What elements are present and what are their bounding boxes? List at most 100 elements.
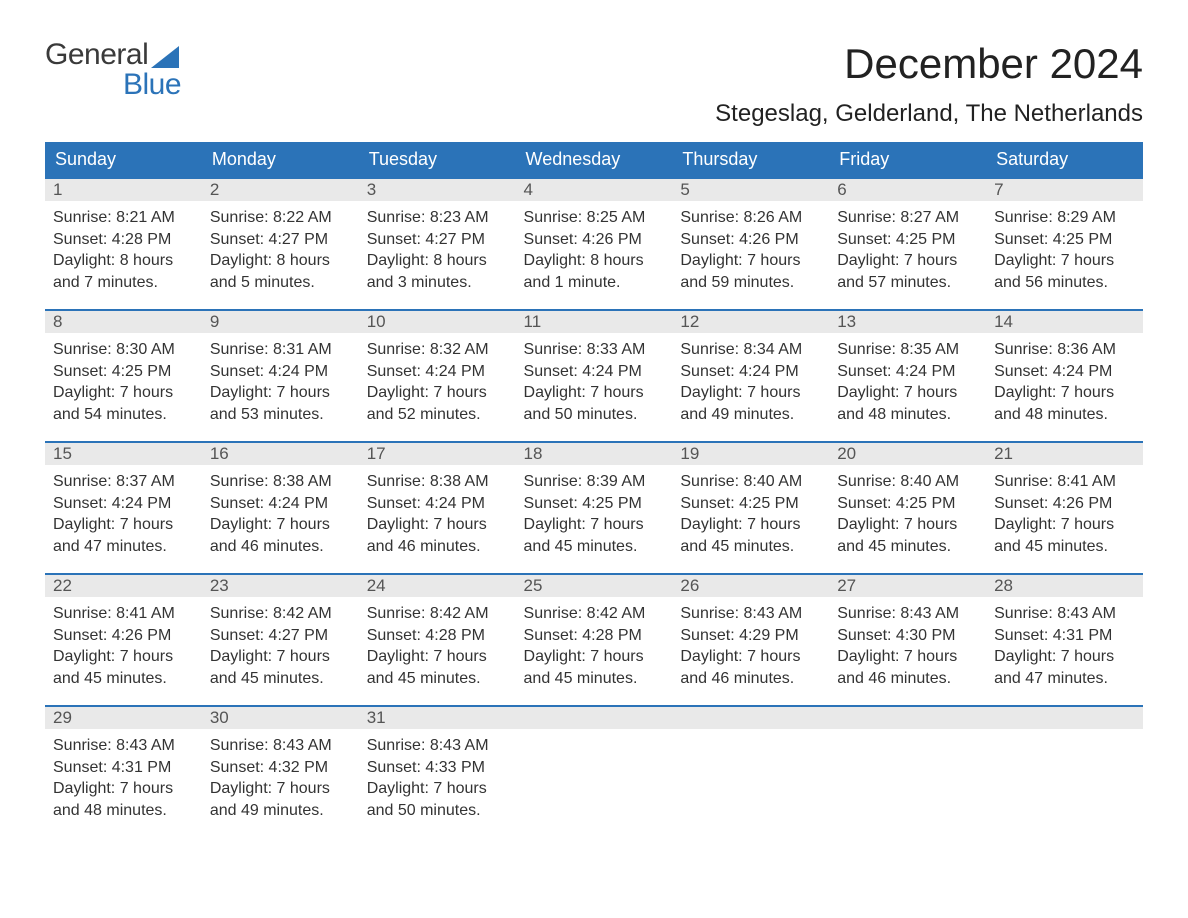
daylight-line-1: Daylight: 7 hours xyxy=(680,646,821,668)
daylight-line-1: Daylight: 7 hours xyxy=(837,250,978,272)
day-data: Sunrise: 8:37 AMSunset: 4:24 PMDaylight:… xyxy=(45,465,202,557)
daylight-line-1: Daylight: 7 hours xyxy=(680,250,821,272)
calendar-day-cell: 14Sunrise: 8:36 AMSunset: 4:24 PMDayligh… xyxy=(986,310,1143,442)
day-data: Sunrise: 8:33 AMSunset: 4:24 PMDaylight:… xyxy=(516,333,673,425)
daylight-line-2: and 48 minutes. xyxy=(837,404,978,426)
sunrise-line: Sunrise: 8:32 AM xyxy=(367,339,508,361)
sunset-line: Sunset: 4:25 PM xyxy=(994,229,1135,251)
calendar-day-cell: 5Sunrise: 8:26 AMSunset: 4:26 PMDaylight… xyxy=(672,178,829,310)
sunset-line: Sunset: 4:27 PM xyxy=(210,229,351,251)
daylight-line-1: Daylight: 7 hours xyxy=(210,514,351,536)
day-data: Sunrise: 8:42 AMSunset: 4:27 PMDaylight:… xyxy=(202,597,359,689)
sunset-line: Sunset: 4:33 PM xyxy=(367,757,508,779)
daylight-line-2: and 45 minutes. xyxy=(680,536,821,558)
day-data: Sunrise: 8:30 AMSunset: 4:25 PMDaylight:… xyxy=(45,333,202,425)
day-number: 14 xyxy=(986,311,1143,333)
location: Stegeslag, Gelderland, The Netherlands xyxy=(715,100,1143,128)
day-data: Sunrise: 8:42 AMSunset: 4:28 PMDaylight:… xyxy=(516,597,673,689)
title-block: December 2024 Stegeslag, Gelderland, The… xyxy=(715,40,1143,142)
sunrise-line: Sunrise: 8:40 AM xyxy=(837,471,978,493)
day-data: Sunrise: 8:41 AMSunset: 4:26 PMDaylight:… xyxy=(986,465,1143,557)
calendar-week-row: 22Sunrise: 8:41 AMSunset: 4:26 PMDayligh… xyxy=(45,574,1143,706)
daylight-line-1: Daylight: 7 hours xyxy=(53,778,194,800)
daylight-line-2: and 47 minutes. xyxy=(994,668,1135,690)
day-number: 24 xyxy=(359,575,516,597)
daylight-line-1: Daylight: 7 hours xyxy=(210,778,351,800)
day-number: 28 xyxy=(986,575,1143,597)
weekday-header: Wednesday xyxy=(516,142,673,178)
daylight-line-1: Daylight: 7 hours xyxy=(210,646,351,668)
sunrise-line: Sunrise: 8:31 AM xyxy=(210,339,351,361)
day-number: 15 xyxy=(45,443,202,465)
day-data: Sunrise: 8:25 AMSunset: 4:26 PMDaylight:… xyxy=(516,201,673,293)
sunset-line: Sunset: 4:25 PM xyxy=(837,229,978,251)
day-number: 21 xyxy=(986,443,1143,465)
sunset-line: Sunset: 4:25 PM xyxy=(53,361,194,383)
day-number: 27 xyxy=(829,575,986,597)
sunset-line: Sunset: 4:31 PM xyxy=(994,625,1135,647)
calendar-day-cell: 8Sunrise: 8:30 AMSunset: 4:25 PMDaylight… xyxy=(45,310,202,442)
day-number: 29 xyxy=(45,707,202,729)
logo: General Blue xyxy=(45,40,181,100)
sunrise-line: Sunrise: 8:43 AM xyxy=(53,735,194,757)
day-data: Sunrise: 8:23 AMSunset: 4:27 PMDaylight:… xyxy=(359,201,516,293)
sunrise-line: Sunrise: 8:43 AM xyxy=(210,735,351,757)
calendar-week-row: 8Sunrise: 8:30 AMSunset: 4:25 PMDaylight… xyxy=(45,310,1143,442)
sunset-line: Sunset: 4:24 PM xyxy=(994,361,1135,383)
day-number: 8 xyxy=(45,311,202,333)
sunset-line: Sunset: 4:30 PM xyxy=(837,625,978,647)
daylight-line-2: and 48 minutes. xyxy=(53,800,194,822)
sunset-line: Sunset: 4:27 PM xyxy=(210,625,351,647)
daylight-line-2: and 46 minutes. xyxy=(367,536,508,558)
daylight-line-2: and 45 minutes. xyxy=(53,668,194,690)
sunrise-line: Sunrise: 8:43 AM xyxy=(680,603,821,625)
calendar-day-cell: 23Sunrise: 8:42 AMSunset: 4:27 PMDayligh… xyxy=(202,574,359,706)
calendar-day-cell: 17Sunrise: 8:38 AMSunset: 4:24 PMDayligh… xyxy=(359,442,516,574)
calendar-week-row: 1Sunrise: 8:21 AMSunset: 4:28 PMDaylight… xyxy=(45,178,1143,310)
daylight-line-1: Daylight: 8 hours xyxy=(367,250,508,272)
day-number: 3 xyxy=(359,179,516,201)
empty-daynum xyxy=(986,707,1143,729)
sunrise-line: Sunrise: 8:38 AM xyxy=(367,471,508,493)
day-data: Sunrise: 8:34 AMSunset: 4:24 PMDaylight:… xyxy=(672,333,829,425)
daylight-line-2: and 45 minutes. xyxy=(524,668,665,690)
calendar-week-row: 29Sunrise: 8:43 AMSunset: 4:31 PMDayligh… xyxy=(45,706,1143,838)
sunrise-line: Sunrise: 8:26 AM xyxy=(680,207,821,229)
sunrise-line: Sunrise: 8:33 AM xyxy=(524,339,665,361)
day-data: Sunrise: 8:35 AMSunset: 4:24 PMDaylight:… xyxy=(829,333,986,425)
day-data: Sunrise: 8:43 AMSunset: 4:33 PMDaylight:… xyxy=(359,729,516,821)
calendar-day-cell: 2Sunrise: 8:22 AMSunset: 4:27 PMDaylight… xyxy=(202,178,359,310)
calendar-day-cell: 20Sunrise: 8:40 AMSunset: 4:25 PMDayligh… xyxy=(829,442,986,574)
daylight-line-1: Daylight: 7 hours xyxy=(837,514,978,536)
day-data: Sunrise: 8:39 AMSunset: 4:25 PMDaylight:… xyxy=(516,465,673,557)
sunrise-line: Sunrise: 8:22 AM xyxy=(210,207,351,229)
calendar-day-cell: 3Sunrise: 8:23 AMSunset: 4:27 PMDaylight… xyxy=(359,178,516,310)
daylight-line-2: and 50 minutes. xyxy=(367,800,508,822)
daylight-line-2: and 46 minutes. xyxy=(680,668,821,690)
daylight-line-2: and 54 minutes. xyxy=(53,404,194,426)
daylight-line-2: and 1 minute. xyxy=(524,272,665,294)
daylight-line-1: Daylight: 7 hours xyxy=(524,646,665,668)
sunset-line: Sunset: 4:25 PM xyxy=(680,493,821,515)
sunset-line: Sunset: 4:29 PM xyxy=(680,625,821,647)
sunrise-line: Sunrise: 8:43 AM xyxy=(837,603,978,625)
calendar-day-cell: 29Sunrise: 8:43 AMSunset: 4:31 PMDayligh… xyxy=(45,706,202,838)
sunrise-line: Sunrise: 8:27 AM xyxy=(837,207,978,229)
day-number: 18 xyxy=(516,443,673,465)
month-title: December 2024 xyxy=(715,40,1143,88)
sunrise-line: Sunrise: 8:30 AM xyxy=(53,339,194,361)
daylight-line-2: and 3 minutes. xyxy=(367,272,508,294)
daylight-line-2: and 7 minutes. xyxy=(53,272,194,294)
daylight-line-1: Daylight: 7 hours xyxy=(524,514,665,536)
calendar-body: 1Sunrise: 8:21 AMSunset: 4:28 PMDaylight… xyxy=(45,178,1143,838)
logo-word1: General xyxy=(45,40,148,70)
sunset-line: Sunset: 4:26 PM xyxy=(680,229,821,251)
sunrise-line: Sunrise: 8:29 AM xyxy=(994,207,1135,229)
day-data: Sunrise: 8:32 AMSunset: 4:24 PMDaylight:… xyxy=(359,333,516,425)
calendar-day-cell: 28Sunrise: 8:43 AMSunset: 4:31 PMDayligh… xyxy=(986,574,1143,706)
day-data: Sunrise: 8:43 AMSunset: 4:32 PMDaylight:… xyxy=(202,729,359,821)
sunset-line: Sunset: 4:25 PM xyxy=(837,493,978,515)
daylight-line-2: and 47 minutes. xyxy=(53,536,194,558)
sunrise-line: Sunrise: 8:40 AM xyxy=(680,471,821,493)
sunset-line: Sunset: 4:24 PM xyxy=(210,493,351,515)
